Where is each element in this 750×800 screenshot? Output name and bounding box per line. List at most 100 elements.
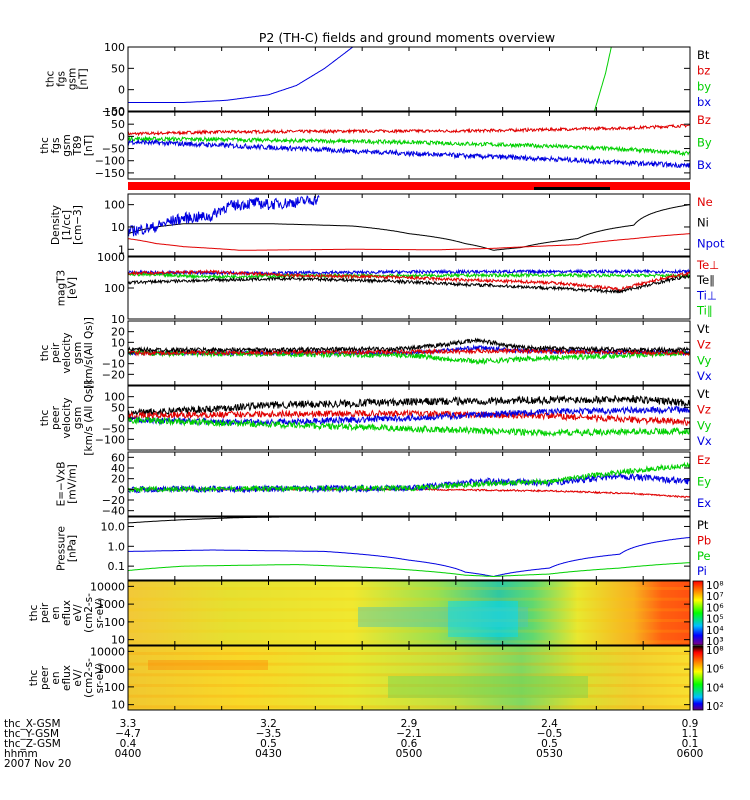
y-tick-label: 50: [111, 62, 125, 75]
y-tick-label: 1: [118, 243, 125, 256]
y-tick-label: 0: [118, 84, 125, 97]
spectrogram-band: [128, 597, 690, 601]
y-axis-label: magT3[eV]: [56, 270, 79, 306]
spectrogram-band: [128, 694, 690, 698]
y-axis-label-line: [cm−3]: [72, 205, 84, 245]
colorbar-tick-label: 10²: [706, 701, 724, 713]
y-axis-label: thcpeirenefluxeV/(cm2-s-sr-eV): [28, 593, 106, 633]
y-axis-label-line: eflux: [61, 600, 73, 626]
x-axis-row-label: thc_Y-GSM: [4, 728, 59, 740]
panel-density: 1 10 100 Density[1/cc][cm−3] Ne Ni Npot: [50, 193, 725, 257]
y-axis-label-line: gsm: [72, 342, 84, 364]
legend-Bz: Bz: [697, 113, 711, 127]
y-tick-label: 0: [118, 483, 125, 496]
y-axis-label-line: peir: [50, 342, 62, 363]
series-line-Bx: [128, 138, 690, 169]
y-tick-label: 1000: [97, 251, 125, 264]
y-tick-label: 10000: [90, 645, 125, 658]
legend-Vx: Vx: [697, 434, 712, 448]
colorbar-tick-label: 10³: [706, 636, 724, 648]
series-line-Te⊥: [128, 269, 690, 292]
x-axis-value: 3.3: [120, 718, 137, 730]
spectrogram-low-flux-region: [358, 607, 528, 627]
x-axis-value: 0400: [115, 748, 142, 760]
y-tick-label: 1.0: [108, 540, 126, 553]
x-axis-row-label: thc_X-GSM: [4, 718, 61, 730]
spectrogram-band: [128, 619, 690, 622]
y-tick-label: 100: [104, 391, 125, 404]
series-line-Vy: [128, 349, 690, 366]
series-group: [128, 461, 690, 499]
y-axis-label-line: sr-eV): [94, 663, 106, 694]
series-group: [128, 194, 690, 251]
y-axis-label: Pressure[nPa]: [56, 526, 79, 571]
y-tick-label: 50: [111, 401, 125, 414]
colorbar-peir_spec: [692, 580, 704, 646]
y-tick-label: 100: [104, 106, 125, 119]
panel-peer_spec: 10²10⁴10⁶10⁸10100100010000thcpeereneflux…: [28, 645, 724, 713]
colorbar-tick-label: 10⁸: [706, 645, 724, 657]
series-line-Npot: [128, 194, 320, 237]
legend-Pt: Pt: [697, 518, 709, 532]
series-group: [128, 394, 690, 437]
y-tick-label: 50: [111, 118, 125, 131]
legend-Ne: Ne: [697, 195, 713, 209]
x-axis-labels: thc_X-GSM 3.3 3.2 2.9 2.4 0.9 thc_Y-GSM −4.7 −3.…: [4, 718, 703, 770]
x-axis-value: 0500: [396, 748, 423, 760]
legend-Npot: Npot: [697, 236, 725, 250]
x-axis-value: 0430: [255, 748, 282, 760]
y-axis-label: thcpeirvelocitygsm[km/s(All Qs)]: [39, 317, 95, 389]
x-axis-value: 2.9: [401, 718, 418, 730]
series-line-Vt: [128, 337, 690, 354]
y-tick-label: −40: [102, 505, 125, 518]
legend-Vy: Vy: [697, 418, 712, 432]
y-axis-label-line: peir: [39, 602, 51, 623]
spectrogram-peer_spec: [128, 646, 690, 710]
x-axis-value: 0.1: [682, 738, 699, 750]
x-axis-value: −4.7: [115, 728, 141, 740]
colorbar-tick-label: 10⁴: [706, 625, 724, 637]
legend-Pe: Pe: [697, 549, 711, 563]
y-tick-label: 0: [118, 347, 125, 360]
y-axis-label-line: peer: [39, 665, 51, 690]
series-line-By: [128, 135, 690, 157]
legend-Ex: Ex: [697, 496, 711, 510]
x-axis-value: 0600: [677, 748, 704, 760]
colorbar-tick-label: 10⁶: [706, 602, 724, 614]
y-axis-label-line: thc: [28, 670, 40, 687]
legend-Vt: Vt: [697, 387, 710, 401]
colorbar-tick-label: 10⁶: [706, 664, 724, 676]
spectrogram-band: [128, 629, 690, 633]
red-separator-bar: [128, 182, 690, 190]
y-tick-label: 100: [104, 199, 125, 212]
y-tick-label: 0: [118, 412, 125, 425]
legend-Te⊥: Te⊥: [696, 258, 719, 272]
y-axis-label-line: thc: [39, 345, 51, 362]
y-axis-label-line: thc: [39, 137, 51, 154]
spectrogram-low-flux-region: [388, 676, 588, 698]
series-line-bx: [128, 47, 354, 103]
y-axis-label-line: [1/cc]: [61, 210, 73, 240]
y-tick-label: −100: [95, 433, 125, 446]
y-axis-label: thcpeerenefluxeV/(cm2-s-sr-eV): [28, 658, 106, 698]
legend-Vx: Vx: [697, 369, 712, 383]
series-line-Vz: [128, 347, 690, 357]
y-tick-label: −150: [95, 167, 125, 180]
series-group: [128, 123, 690, 169]
legend-Bt: Bt: [697, 48, 710, 62]
series-group: [128, 268, 690, 295]
x-axis-value: 1.1: [682, 728, 699, 740]
y-tick-label: 10: [111, 313, 125, 326]
y-tick-label: 10: [111, 221, 125, 234]
y-tick-label: 10.0: [101, 520, 126, 533]
legend-Pb: Pb: [697, 533, 711, 547]
colorbar-tick-label: 10⁸: [706, 580, 724, 592]
y-tick-label: 100: [104, 282, 125, 295]
y-axis-label-line: magT3: [56, 270, 68, 306]
legend-Te∥: Te∥: [696, 273, 715, 287]
y-tick-label: 100: [104, 681, 125, 694]
spectrogram-band: [128, 587, 690, 590]
y-axis-label: thcfgsgsmT89[nT]: [39, 134, 95, 156]
